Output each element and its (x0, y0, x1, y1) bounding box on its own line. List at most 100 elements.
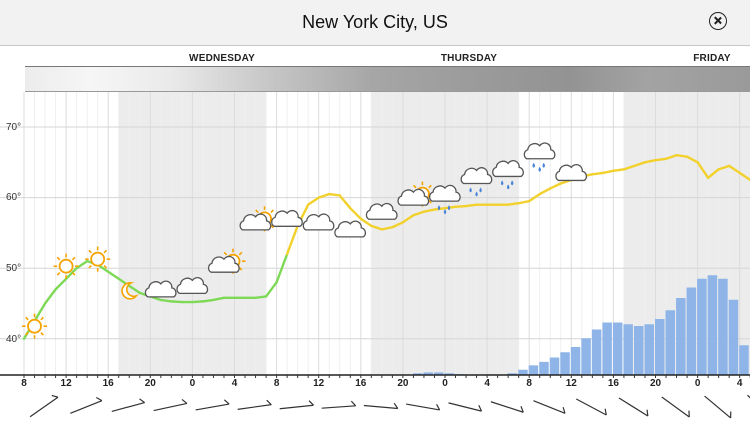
wind-arrow-icon (618, 397, 649, 417)
cloud-icon (144, 280, 177, 298)
temperature-line-segment (370, 224, 384, 231)
rain-icon (460, 167, 493, 197)
temperature-line-segment (349, 206, 362, 220)
temperature-line-segment (738, 171, 750, 182)
hour-tick-label: 4 (736, 378, 743, 389)
temperature-line-segment (212, 296, 226, 302)
sun-icon (53, 253, 79, 279)
precip-bar (581, 338, 591, 375)
temperature-line-segment (727, 164, 741, 175)
temperature-line-segment (33, 302, 47, 323)
wind-arrow-icon (195, 399, 230, 411)
precip-bar (412, 373, 423, 375)
precip-bar (612, 322, 623, 375)
day-label-friday: FRIDAY (693, 53, 731, 64)
precip-bar (549, 357, 560, 375)
precip-bar (739, 345, 749, 375)
wind-arrow-icon (406, 403, 441, 411)
wind-arrow-icon (279, 400, 314, 410)
hour-tick-label: 20 (397, 378, 409, 389)
hour-tick-label: 12 (313, 378, 325, 389)
temperature-line-segment (380, 226, 394, 231)
wind-row (29, 394, 750, 420)
cloud-cover-strip (25, 66, 750, 92)
temperature-line-segment (338, 194, 352, 210)
precip-bar (686, 287, 697, 375)
temperature-line-segment (717, 164, 731, 171)
precip-bar (539, 361, 549, 375)
precip-bar (570, 347, 581, 375)
temperature-line-segment (696, 161, 710, 180)
rain-icon (428, 184, 461, 215)
precip-bar (655, 319, 665, 375)
precip-bar (633, 326, 644, 375)
close-icon[interactable] (709, 12, 727, 30)
precip-bar (602, 322, 612, 375)
wind-arrow-icon (111, 398, 145, 412)
precip-bar (591, 329, 602, 375)
rain-icon (492, 160, 524, 190)
precip-bar (707, 275, 718, 375)
precip-bar (444, 373, 455, 375)
temperature-line-segment (317, 192, 331, 199)
wind-arrow-icon (448, 402, 483, 412)
temperature-line-segment (622, 164, 636, 171)
temperature-line-segment (643, 158, 657, 164)
hour-tick-label: 8 (526, 378, 532, 389)
moon-icon (121, 282, 139, 300)
precip-bar (697, 278, 707, 375)
temperature-line-segment (422, 208, 436, 213)
wind-arrow-icon (237, 399, 272, 410)
hour-tick-label: 8 (21, 378, 27, 389)
cloud-icon (302, 213, 335, 231)
hour-tick-label: 16 (102, 378, 114, 389)
temperature-line-segment (401, 214, 415, 224)
forecast-chart[interactable] (0, 92, 750, 378)
precip-bar (433, 372, 444, 375)
temperature-line-segment (443, 205, 457, 210)
wind-arrow-icon (363, 402, 399, 410)
wind-arrow-icon (153, 398, 188, 412)
precip-bar (718, 278, 728, 375)
hour-tick-label: 4 (484, 378, 490, 389)
rain-icon (523, 142, 556, 172)
temperature-line-segment (106, 270, 120, 280)
precip-bar (528, 365, 539, 375)
header-bar: New York City, US (0, 0, 750, 46)
temperature-line-segment (464, 203, 478, 208)
precip-bar (623, 324, 633, 375)
hour-tick-label: 4 (231, 378, 238, 389)
temperature-line-segment (54, 277, 68, 291)
temperature-line-segment (654, 157, 668, 162)
precip-bar (728, 299, 739, 375)
precip-bar (423, 372, 433, 375)
temperature-line-segment (454, 204, 468, 208)
wind-arrow-icon (29, 394, 59, 418)
wind-arrow-icon (533, 400, 566, 414)
temperature-line-segment (285, 224, 299, 256)
cloud-sun-icon (207, 248, 246, 274)
precip-bar (560, 352, 570, 375)
hour-tick-label: 0 (189, 378, 196, 389)
temperature-line-segment (128, 284, 141, 295)
temperature-line-segment (75, 259, 89, 270)
temperature-line-segment (538, 187, 552, 196)
temperature-line-segment (517, 199, 531, 205)
hour-tick-label: 0 (442, 378, 448, 389)
hour-tick-label: 20 (649, 378, 662, 389)
temperature-line-segment (412, 210, 426, 217)
temperature-line-segment (685, 155, 699, 164)
hour-tick-label: 12 (60, 378, 72, 389)
temperature-line-segment (191, 300, 205, 304)
temperature-line-segment (675, 154, 689, 158)
temperature-line-segment (506, 202, 520, 206)
temperature-line-segment (591, 171, 605, 176)
cloud-icon (555, 164, 588, 182)
temp-tick-40: 40° (6, 334, 22, 345)
wind-arrow-icon (704, 395, 732, 419)
precip-bar (665, 310, 676, 375)
temperature-line-segment (706, 168, 720, 180)
hour-tick-label: 0 (694, 378, 701, 389)
temperature-line-segment (43, 288, 57, 305)
temperature-line-segment (328, 192, 341, 197)
